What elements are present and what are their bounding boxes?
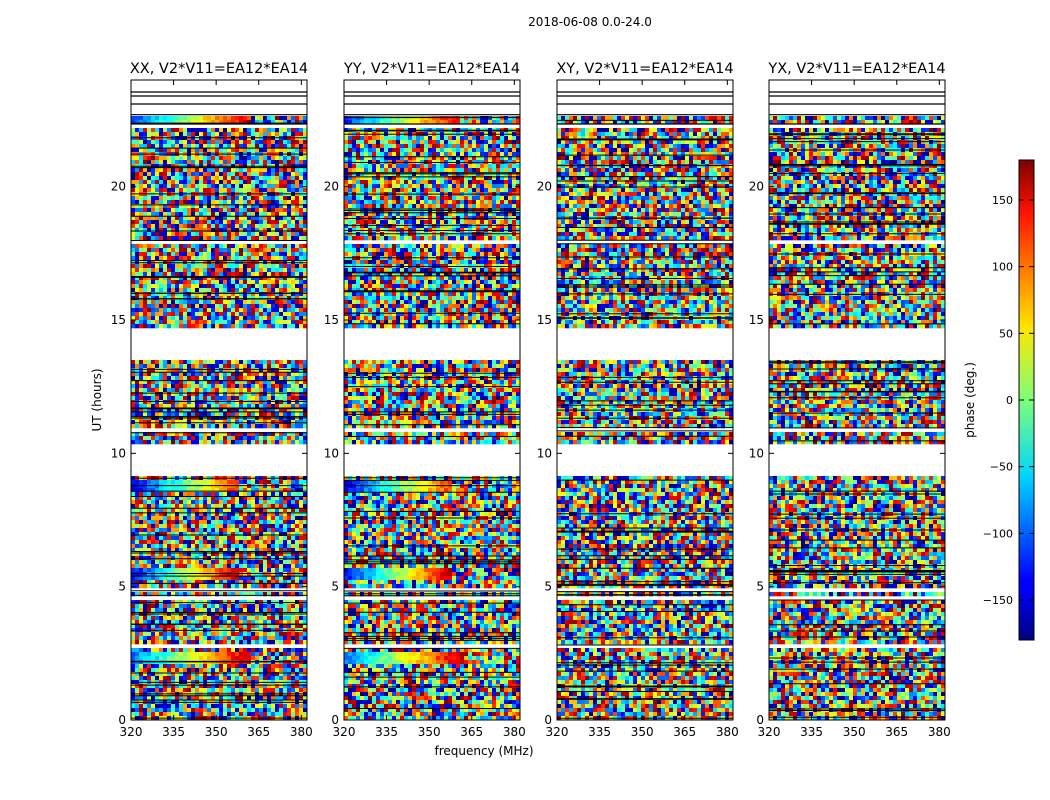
y-tick-label: 5 xyxy=(331,580,339,594)
x-tick-label: 320 xyxy=(758,725,781,739)
x-tick-label: 320 xyxy=(546,725,569,739)
y-tick-label: 0 xyxy=(756,713,764,727)
x-tick-label: 365 xyxy=(247,725,270,739)
y-tick-label: 20 xyxy=(537,180,552,194)
y-tick-label: 15 xyxy=(324,313,339,327)
x-tick-label: 335 xyxy=(162,725,185,739)
y-tick-label: 20 xyxy=(111,180,126,194)
y-tick-label: 10 xyxy=(749,446,764,460)
panel-title: YX, V2*V11=EA12*EA14 xyxy=(767,61,945,77)
axes-frame xyxy=(768,79,946,721)
x-tick-label: 380 xyxy=(928,725,951,739)
panel-title: XY, V2*V11=EA12*EA14 xyxy=(556,61,733,77)
y-tick-label: 15 xyxy=(749,313,764,327)
y-tick-label: 0 xyxy=(118,713,126,727)
x-tick-label: 380 xyxy=(503,725,526,739)
x-tick-label: 335 xyxy=(375,725,398,739)
y-tick-label: 5 xyxy=(544,580,552,594)
x-tick-label: 365 xyxy=(885,725,908,739)
colorbar-tick-label: 100 xyxy=(992,261,1013,274)
axes-frame xyxy=(130,79,308,721)
panel-title: XX, V2*V11=EA12*EA14 xyxy=(130,61,308,77)
phase-heatmap xyxy=(344,80,520,720)
y-tick-label: 5 xyxy=(118,580,126,594)
y-tick-label: 10 xyxy=(111,446,126,460)
phase-heatmap xyxy=(131,80,307,720)
colorbar-tick-label: −50 xyxy=(990,461,1013,474)
colorbar-ticks: −150 −100 −50 0 50 100 150 xyxy=(983,194,1034,607)
x-tick-label: 335 xyxy=(800,725,823,739)
y-tick-label: 15 xyxy=(537,313,552,327)
y-tick-label: 15 xyxy=(111,313,126,327)
y-tick-label: 20 xyxy=(749,180,764,194)
x-tick-label: 350 xyxy=(631,725,654,739)
y-tick-label: 10 xyxy=(324,446,339,460)
colorbar-label: phase (deg.) xyxy=(963,362,977,438)
y-tick-label: 0 xyxy=(544,713,552,727)
x-axis-label: frequency (MHz) xyxy=(434,744,533,758)
x-tick-label: 350 xyxy=(843,725,866,739)
panel-title: YY, V2*V11=EA12*EA14 xyxy=(343,61,520,77)
y-axis-label: UT (hours) xyxy=(90,368,104,431)
panel-xx: XX, V2*V11=EA12*EA14 320 335 350 365 380 0 5 10 1… xyxy=(111,61,313,739)
panel-xy: XY, V2*V11=EA12*EA14 320 335 350 365 380 0 5 10 1… xyxy=(537,61,739,739)
suptitle: 2018-06-08 0.0-24.0 xyxy=(528,15,652,29)
x-tick-label: 335 xyxy=(588,725,611,739)
colorbar-tick-label: 150 xyxy=(992,194,1013,207)
y-tick-label: 0 xyxy=(331,713,339,727)
x-tick-label: 320 xyxy=(333,725,356,739)
colorbar: −150 −100 −50 0 50 100 150 phase (deg.) xyxy=(963,159,1035,641)
x-tick-label: 320 xyxy=(120,725,143,739)
y-tick-label: 5 xyxy=(756,580,764,594)
colorbar-tick-label: −150 xyxy=(983,594,1013,607)
y-tick-label: 20 xyxy=(324,180,339,194)
axes-frame xyxy=(343,79,521,721)
colorbar-tick-label: 50 xyxy=(999,327,1013,340)
x-tick-label: 365 xyxy=(673,725,696,739)
phase-heatmap xyxy=(769,80,945,720)
panel-yx: YX, V2*V11=EA12*EA14 320 335 350 365 380 0 5 10 1… xyxy=(749,61,951,739)
panel-yy: YY, V2*V11=EA12*EA14 320 335 350 365 380 0 5 10 1… xyxy=(324,61,526,739)
colorbar-tick-label: −100 xyxy=(983,527,1013,540)
y-tick-label: 10 xyxy=(537,446,552,460)
panels-layer: XX, V2*V11=EA12*EA14 320 335 350 365 380 0 5 10 1… xyxy=(111,61,951,739)
axes-frame xyxy=(556,79,734,721)
phase-heatmap xyxy=(557,80,733,720)
x-tick-label: 380 xyxy=(716,725,739,739)
x-tick-label: 350 xyxy=(205,725,228,739)
x-tick-label: 350 xyxy=(418,725,441,739)
x-tick-label: 380 xyxy=(290,725,313,739)
x-tick-label: 365 xyxy=(460,725,483,739)
colorbar-tick-label: 0 xyxy=(1006,394,1013,407)
